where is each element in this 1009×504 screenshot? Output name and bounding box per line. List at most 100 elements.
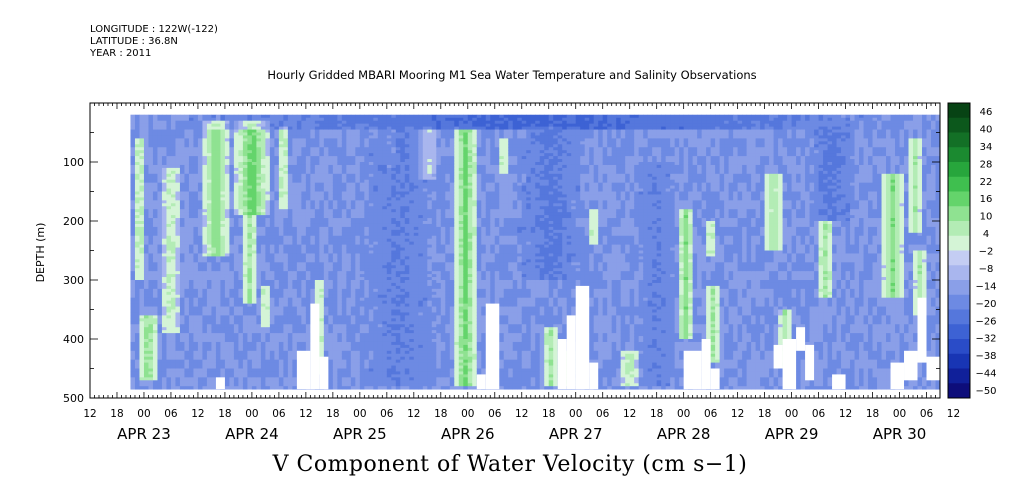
heatmap-cell bbox=[256, 386, 262, 390]
heatmap-cell bbox=[179, 259, 185, 263]
heatmap-cell bbox=[206, 120, 212, 125]
heatmap-cell bbox=[359, 285, 365, 290]
heatmap-cell bbox=[197, 324, 203, 328]
heatmap-cell bbox=[229, 114, 235, 119]
heatmap-cell bbox=[193, 147, 199, 151]
heatmap-cell bbox=[292, 194, 298, 198]
heatmap-cell bbox=[215, 120, 221, 125]
heatmap-cell bbox=[188, 347, 194, 352]
heatmap-cell bbox=[332, 114, 338, 119]
heatmap-cell bbox=[328, 294, 334, 299]
heatmap-cell bbox=[251, 285, 257, 290]
heatmap-cell bbox=[274, 212, 280, 216]
heatmap-cell bbox=[233, 380, 239, 384]
heatmap-cell bbox=[179, 123, 185, 127]
heatmap-cell bbox=[319, 135, 325, 139]
heatmap-cell bbox=[211, 333, 217, 337]
heatmap-cell bbox=[269, 324, 275, 328]
heatmap-cell bbox=[211, 141, 217, 145]
heatmap-cell bbox=[256, 253, 262, 257]
heatmap-cell bbox=[242, 153, 248, 157]
heatmap-cell bbox=[287, 188, 293, 192]
heatmap-cell bbox=[292, 341, 298, 346]
heatmap-cell bbox=[170, 229, 176, 234]
heatmap-cell bbox=[256, 377, 262, 381]
heatmap-cell bbox=[341, 223, 347, 228]
heatmap-cell bbox=[323, 218, 329, 222]
heatmap-cell bbox=[148, 265, 154, 269]
heatmap-cell bbox=[265, 341, 271, 346]
heatmap-cell bbox=[355, 223, 361, 228]
heatmap-cell bbox=[359, 218, 365, 222]
heatmap-cell bbox=[143, 285, 149, 290]
heatmap-cell bbox=[202, 209, 208, 213]
heatmap-cell bbox=[233, 229, 239, 234]
heatmap-cell bbox=[242, 285, 248, 290]
heatmap-cell bbox=[166, 256, 172, 260]
heatmap-cell bbox=[224, 353, 230, 358]
heatmap-cell bbox=[287, 153, 293, 157]
heatmap-cell bbox=[139, 353, 145, 358]
heatmap-cell bbox=[179, 365, 185, 369]
heatmap-cell bbox=[233, 365, 239, 369]
heatmap-cell bbox=[368, 185, 374, 189]
heatmap-cell bbox=[305, 247, 311, 251]
heatmap-cell bbox=[202, 306, 208, 310]
heatmap-cell bbox=[328, 117, 334, 122]
heatmap-cell bbox=[355, 156, 361, 160]
heatmap-cell bbox=[175, 265, 181, 269]
heatmap-cell bbox=[368, 162, 374, 166]
heatmap-cell bbox=[215, 324, 221, 328]
heatmap-cell bbox=[355, 262, 361, 266]
heatmap-cell bbox=[247, 218, 253, 222]
heatmap-cell bbox=[233, 341, 239, 346]
heatmap-cell bbox=[341, 285, 347, 290]
heatmap-cell bbox=[292, 203, 298, 207]
heatmap-cell bbox=[278, 188, 284, 192]
heatmap-cell bbox=[355, 153, 361, 157]
heatmap-cell bbox=[332, 380, 338, 384]
heatmap-cell bbox=[134, 218, 140, 222]
heatmap-cell bbox=[364, 353, 370, 358]
heatmap-cell bbox=[256, 188, 262, 192]
heatmap-cell bbox=[166, 203, 172, 207]
heatmap-cell bbox=[355, 256, 361, 260]
heatmap-cell bbox=[211, 150, 217, 154]
heatmap-cell bbox=[238, 315, 244, 319]
heatmap-cell bbox=[184, 280, 190, 284]
heatmap-cell bbox=[256, 339, 262, 343]
heatmap-cell bbox=[220, 282, 226, 287]
heatmap-cell bbox=[346, 362, 352, 366]
heatmap-cell bbox=[215, 262, 221, 266]
heatmap-cell bbox=[233, 368, 239, 372]
heatmap-cell bbox=[202, 215, 208, 219]
heatmap-cell bbox=[233, 147, 239, 151]
heatmap-cell bbox=[260, 135, 266, 139]
heatmap-cell bbox=[184, 185, 190, 189]
heatmap-cell bbox=[355, 206, 361, 210]
heatmap-cell bbox=[215, 232, 221, 237]
heatmap-cell bbox=[220, 327, 226, 331]
heatmap-cell bbox=[364, 341, 370, 346]
heatmap-cell bbox=[188, 271, 194, 275]
heatmap-cell bbox=[314, 162, 320, 166]
heatmap-cell bbox=[193, 241, 199, 245]
heatmap-cell bbox=[211, 374, 217, 378]
heatmap-cell bbox=[359, 336, 365, 340]
heatmap-cell bbox=[310, 291, 316, 296]
heatmap-cell bbox=[242, 336, 248, 340]
heatmap-cell bbox=[134, 347, 140, 352]
heatmap-cell bbox=[139, 253, 145, 257]
heatmap-cell bbox=[130, 353, 136, 358]
heatmap-cell bbox=[184, 288, 190, 293]
heatmap-cell bbox=[332, 167, 338, 172]
heatmap-cell bbox=[260, 291, 266, 296]
heatmap-cell bbox=[193, 141, 199, 145]
heatmap-cell bbox=[130, 185, 136, 189]
heatmap-cell bbox=[143, 386, 149, 390]
heatmap-cell bbox=[269, 185, 275, 189]
heatmap-cell bbox=[296, 262, 302, 266]
heatmap-cell bbox=[274, 262, 280, 266]
heatmap-cell bbox=[220, 318, 226, 322]
heatmap-cell bbox=[328, 123, 334, 127]
